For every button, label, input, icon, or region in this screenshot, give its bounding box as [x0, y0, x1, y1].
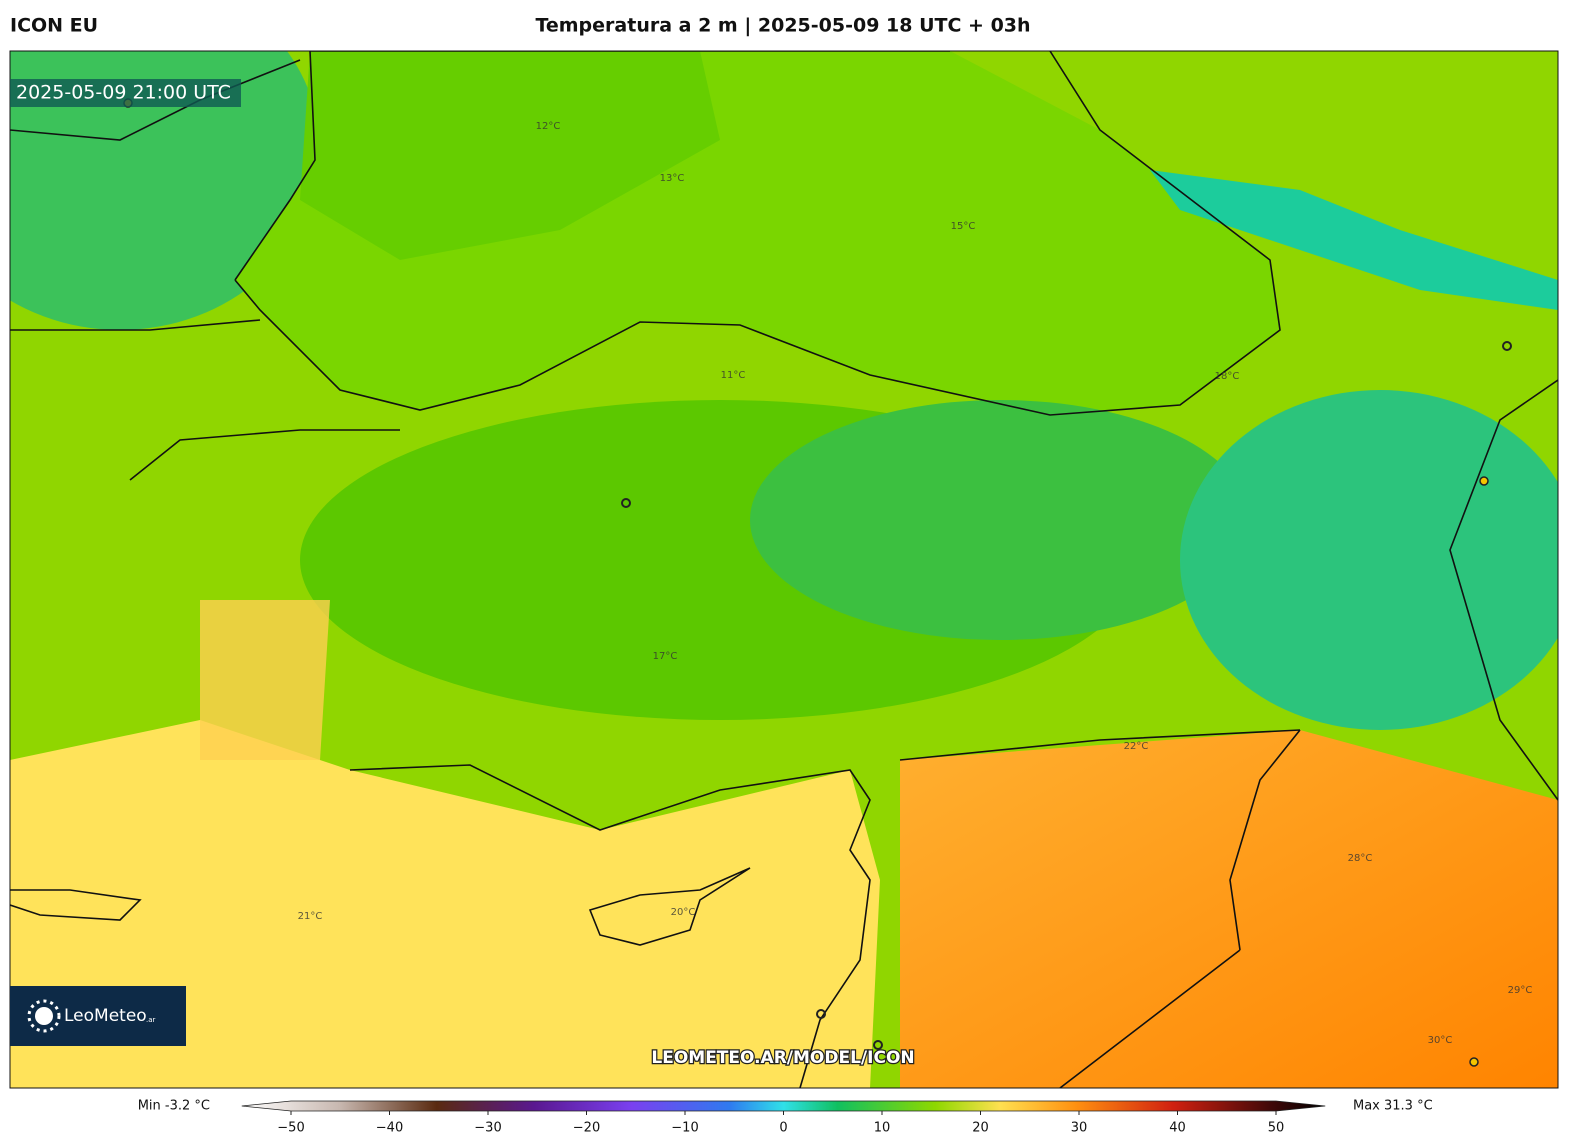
colorbar-tick-label: 30 — [1071, 1121, 1088, 1136]
field-anatolia-east — [750, 400, 1250, 640]
contour-label: 28°C — [1348, 853, 1373, 864]
contour-label: 29°C — [1508, 985, 1533, 996]
colorbar-tick-label: −10 — [671, 1121, 698, 1136]
contour-label: 22°C — [1124, 741, 1149, 752]
map-title: Temperatura a 2 m | 2025-05-09 18 UTC + … — [535, 15, 1030, 37]
valid-time: 2025-05-09 21:00 UTC — [16, 82, 231, 104]
colorbar-tick-label: 50 — [1268, 1121, 1285, 1136]
contour-label: 15°C — [951, 221, 976, 232]
colorbar: −50 −40 −30 −20 −10 0 10 20 30 40 50 — [241, 1100, 1326, 1136]
colorbar-tick-label: 10 — [874, 1121, 891, 1136]
borders — [899, 379, 1558, 1088]
crete — [10, 889, 142, 921]
contour-label: 21°C — [298, 911, 323, 922]
map-frame — [9, 50, 1559, 1089]
field-cool — [10, 51, 320, 330]
time-box — [10, 79, 241, 107]
logo-suffix: .ar — [146, 1016, 156, 1024]
max-label: Max 31.3 °C — [1353, 1099, 1433, 1114]
field-sea-west — [300, 51, 720, 260]
coastline-north — [10, 59, 400, 481]
contour-label: 20°C — [671, 907, 696, 918]
coastline-south — [349, 764, 871, 1088]
field-aegean — [200, 600, 330, 760]
min-label: Min -3.2 °C — [138, 1099, 210, 1114]
field-mesopotamia — [900, 730, 1558, 1088]
colorbar-tick-label: 40 — [1169, 1121, 1186, 1136]
colorbar-tick-label: −20 — [573, 1121, 600, 1136]
colorbar-tick-label: 0 — [779, 1121, 787, 1136]
contour-label: 12°C — [536, 121, 561, 132]
colorbar-tick-label: −40 — [376, 1121, 403, 1136]
field-caucasus — [1150, 170, 1558, 310]
colorbar-tick-label: −50 — [277, 1121, 304, 1136]
colorbar-tick-label: −30 — [474, 1121, 501, 1136]
contour-label: 13°C — [660, 173, 685, 184]
watermark: LEOMETEO.AR/MODEL/ICON — [651, 1048, 914, 1068]
contour-label: 18°C — [1215, 371, 1240, 382]
logo-sun — [27, 999, 61, 1033]
colorbar-tick-label: 20 — [972, 1121, 989, 1136]
contour-labels: 12°C 13°C 15°C 11°C 18°C 17°C 21°C 20°C 22°C 28°C… — [298, 121, 1533, 1046]
contour-label: 30°C — [1428, 1035, 1453, 1046]
logo-name: LeoMeteo — [64, 1006, 147, 1026]
colorbar-body — [241, 1100, 1326, 1112]
cyprus — [588, 867, 751, 946]
contour-label: 17°C — [653, 651, 678, 662]
field-highland — [1180, 390, 1558, 730]
map-area: 12°C 13°C 15°C 11°C 18°C 17°C 21°C 20°C 22°C 28°C… — [10, 51, 1558, 1088]
coastline-black-sea — [234, 51, 1281, 416]
model-name: ICON EU — [10, 15, 98, 37]
contour-label: 11°C — [721, 370, 746, 381]
field-sea-south — [10, 720, 880, 1088]
